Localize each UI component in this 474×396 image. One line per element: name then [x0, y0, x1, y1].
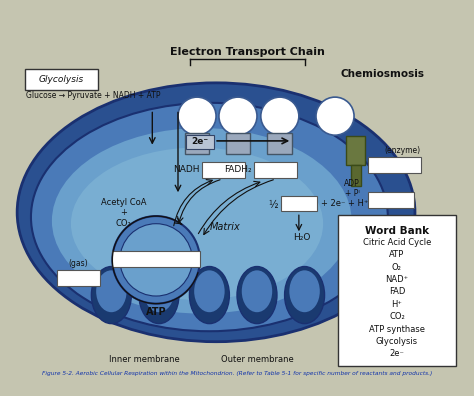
Text: ATP: ATP — [146, 307, 166, 317]
Text: Citric Acid Cycle: Citric Acid Cycle — [363, 238, 431, 247]
Text: ATP: ATP — [389, 250, 404, 259]
Text: Chemiosmosis: Chemiosmosis — [341, 69, 425, 79]
Circle shape — [178, 97, 216, 135]
FancyBboxPatch shape — [346, 136, 365, 165]
Text: NAD⁺: NAD⁺ — [385, 275, 409, 284]
FancyBboxPatch shape — [25, 69, 98, 89]
FancyBboxPatch shape — [368, 192, 414, 208]
Text: Glycolysis: Glycolysis — [38, 74, 83, 84]
Ellipse shape — [242, 270, 272, 312]
FancyBboxPatch shape — [254, 162, 297, 178]
FancyBboxPatch shape — [185, 133, 210, 154]
Ellipse shape — [284, 267, 325, 324]
Ellipse shape — [96, 270, 127, 312]
Text: ½: ½ — [268, 200, 278, 209]
Ellipse shape — [71, 148, 323, 300]
Text: Matrix: Matrix — [210, 221, 241, 232]
Ellipse shape — [17, 83, 415, 342]
FancyBboxPatch shape — [57, 270, 100, 286]
Circle shape — [219, 97, 257, 135]
Text: 2e⁻: 2e⁻ — [191, 137, 209, 147]
Text: Outer membrane: Outer membrane — [220, 355, 293, 364]
Text: Acetyl CoA
+
CO₂: Acetyl CoA + CO₂ — [101, 198, 146, 228]
Text: CO₂: CO₂ — [389, 312, 405, 321]
Text: Glucose → Pyruvate + NADH + ATP: Glucose → Pyruvate + NADH + ATP — [26, 91, 160, 100]
Text: + 2e⁻ + H⁺: + 2e⁻ + H⁺ — [321, 199, 368, 208]
Text: H⁺: H⁺ — [392, 300, 402, 309]
Ellipse shape — [144, 270, 174, 312]
Ellipse shape — [289, 270, 320, 312]
Text: NADH: NADH — [173, 165, 200, 174]
Text: Figure 5-2. Aerobic Cellular Respiration within the Mitochondrion. (Refer to Tab: Figure 5-2. Aerobic Cellular Respiration… — [42, 371, 432, 376]
Circle shape — [316, 97, 354, 135]
Text: 2e⁻: 2e⁻ — [390, 349, 404, 358]
Circle shape — [112, 216, 200, 304]
Circle shape — [261, 97, 299, 135]
FancyBboxPatch shape — [281, 196, 317, 211]
Ellipse shape — [190, 267, 229, 324]
Ellipse shape — [139, 267, 179, 324]
FancyBboxPatch shape — [202, 162, 245, 178]
Text: Word Bank: Word Bank — [365, 226, 429, 236]
Ellipse shape — [194, 270, 225, 312]
FancyBboxPatch shape — [267, 133, 292, 154]
FancyBboxPatch shape — [338, 215, 456, 366]
Text: H₂O: H₂O — [293, 234, 310, 242]
Text: Electron Transport Chain: Electron Transport Chain — [170, 48, 325, 57]
FancyBboxPatch shape — [351, 165, 361, 186]
Text: (gas): (gas) — [68, 259, 88, 268]
Text: Inner membrane: Inner membrane — [109, 355, 180, 364]
FancyBboxPatch shape — [186, 135, 214, 148]
Ellipse shape — [52, 128, 352, 314]
Ellipse shape — [91, 267, 131, 324]
Text: ADP
+ Pᴵ: ADP + Pᴵ — [344, 179, 360, 198]
Ellipse shape — [237, 267, 277, 324]
FancyBboxPatch shape — [112, 251, 200, 267]
Circle shape — [120, 224, 192, 296]
Text: Glycolysis: Glycolysis — [376, 337, 418, 346]
FancyBboxPatch shape — [368, 157, 421, 173]
Text: FADH₂: FADH₂ — [225, 165, 252, 174]
Ellipse shape — [31, 103, 388, 331]
Text: (enzyme): (enzyme) — [384, 146, 421, 155]
Text: FAD: FAD — [389, 287, 405, 297]
FancyBboxPatch shape — [226, 133, 250, 154]
Text: O₂: O₂ — [392, 263, 402, 272]
Text: ATP synthase: ATP synthase — [369, 325, 425, 333]
